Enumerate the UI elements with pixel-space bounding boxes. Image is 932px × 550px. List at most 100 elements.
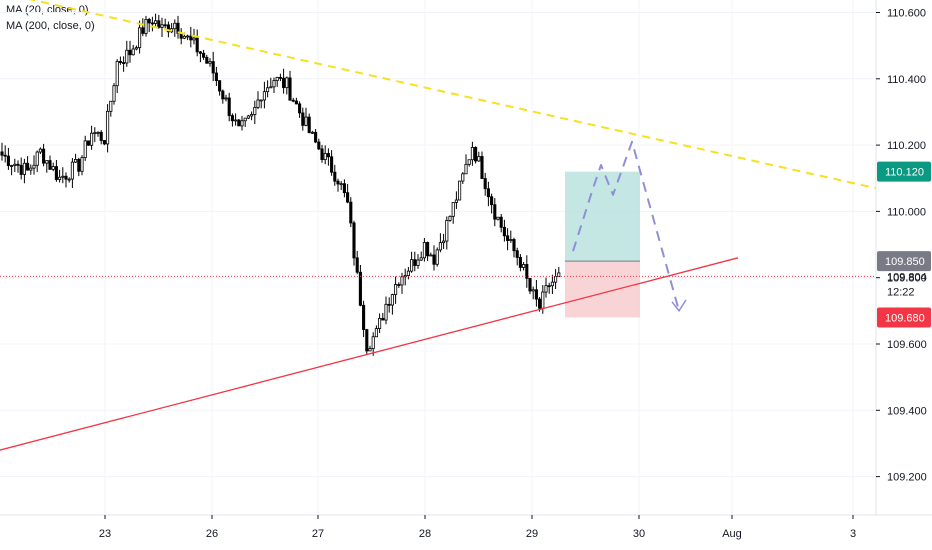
candle-body bbox=[115, 61, 119, 87]
candle-body bbox=[32, 164, 36, 169]
candle-body bbox=[240, 120, 244, 127]
projection-arrowhead bbox=[671, 299, 687, 313]
candle-body bbox=[416, 259, 420, 266]
candle-body bbox=[157, 20, 161, 28]
candle-body bbox=[269, 86, 273, 89]
candle-body bbox=[518, 257, 522, 268]
candle-body bbox=[499, 216, 503, 228]
candle-body bbox=[214, 72, 218, 82]
candle-body bbox=[35, 151, 39, 166]
x-tick-label: 26 bbox=[206, 528, 218, 540]
candlestick-series bbox=[0, 13, 561, 356]
candle-body bbox=[230, 115, 234, 122]
resistance-trendline[interactable] bbox=[0, 0, 877, 190]
candle-body bbox=[480, 156, 484, 179]
candle-body bbox=[461, 173, 465, 182]
price-axis[interactable]: 110.600 110.400 110.200 110.000 109.800 109.6… bbox=[875, 0, 931, 515]
candle-body bbox=[218, 80, 222, 92]
candle-body bbox=[381, 318, 385, 321]
candle-body bbox=[74, 159, 78, 163]
candle-body bbox=[448, 215, 452, 221]
candle-body bbox=[438, 242, 442, 251]
candle-body bbox=[45, 160, 49, 164]
candle-body bbox=[102, 140, 106, 145]
candle-body bbox=[362, 304, 366, 330]
candle-body bbox=[58, 176, 62, 180]
candle-body bbox=[493, 204, 497, 220]
stop-price-tag-bg bbox=[877, 307, 931, 328]
position-zones bbox=[565, 171, 640, 318]
candle-body bbox=[26, 162, 30, 171]
candle-body bbox=[109, 100, 113, 112]
candle-body bbox=[554, 276, 558, 283]
time-axis[interactable]: 23 26 27 28 29 30 Aug 3 bbox=[0, 514, 932, 540]
candle-body bbox=[538, 298, 542, 309]
candle-body bbox=[384, 303, 388, 321]
candle-body bbox=[278, 76, 282, 79]
candle-body bbox=[426, 242, 430, 257]
candle-body bbox=[454, 199, 458, 203]
candle-body bbox=[106, 110, 110, 145]
candle-body bbox=[186, 35, 190, 38]
trend-lines[interactable] bbox=[0, 0, 877, 451]
candle-body bbox=[336, 180, 340, 185]
candle-body bbox=[122, 62, 126, 64]
loss-zone bbox=[565, 261, 640, 318]
candle-body bbox=[310, 131, 314, 134]
entry-price-tag-bg bbox=[877, 251, 931, 272]
x-tick-label: Aug bbox=[722, 528, 742, 540]
candle-body bbox=[96, 131, 100, 134]
candle-body bbox=[346, 192, 350, 203]
candle-body bbox=[51, 166, 55, 170]
y-tick-label: 109.400 bbox=[887, 405, 927, 417]
candle-body bbox=[528, 277, 532, 292]
candle-body bbox=[464, 163, 468, 175]
candle-body bbox=[400, 276, 404, 286]
y-tick-label: 110.000 bbox=[887, 206, 926, 218]
candle-body bbox=[512, 239, 516, 252]
candle-body bbox=[211, 61, 215, 74]
candle-body bbox=[451, 202, 455, 217]
candle-body bbox=[387, 303, 391, 306]
candle-body bbox=[490, 196, 494, 206]
entry-price-tag: 109.850 bbox=[885, 256, 925, 268]
candle-body bbox=[64, 175, 68, 180]
candle-body bbox=[550, 281, 554, 287]
candle-body bbox=[198, 51, 202, 54]
candle-body bbox=[534, 289, 538, 300]
candle-body bbox=[99, 131, 103, 141]
candle-body bbox=[154, 20, 158, 24]
candle-body bbox=[6, 155, 10, 166]
candle-body bbox=[80, 157, 84, 172]
candle-body bbox=[138, 27, 142, 49]
candle-body bbox=[304, 116, 308, 126]
candle-body bbox=[54, 166, 58, 180]
candle-body bbox=[445, 220, 449, 242]
candle-body bbox=[90, 132, 94, 146]
candle-body bbox=[250, 114, 254, 117]
indicator-ma200-label[interactable]: MA (200, close, 0) bbox=[6, 20, 95, 32]
candle-body bbox=[195, 37, 199, 53]
candle-body bbox=[294, 100, 298, 105]
candle-body bbox=[314, 131, 318, 143]
support-trendline[interactable] bbox=[0, 257, 739, 451]
candle-body bbox=[70, 161, 74, 180]
candle-body bbox=[413, 259, 417, 266]
candle-body bbox=[486, 188, 490, 198]
candle-body bbox=[410, 259, 414, 272]
candle-body bbox=[333, 171, 337, 182]
candle-body bbox=[16, 163, 20, 166]
projection-path[interactable] bbox=[572, 140, 680, 312]
candle-body bbox=[358, 271, 362, 306]
candle-body bbox=[118, 61, 122, 63]
bar-countdown-label: 12:22 bbox=[887, 286, 915, 298]
candle-body bbox=[262, 91, 266, 101]
candle-body bbox=[202, 52, 206, 58]
candle-body bbox=[541, 291, 545, 309]
candle-body bbox=[42, 148, 46, 164]
candle-body bbox=[326, 153, 330, 158]
y-tick-label: 109.600 bbox=[887, 339, 927, 351]
candle-body bbox=[128, 49, 132, 56]
candle-body bbox=[496, 216, 500, 220]
